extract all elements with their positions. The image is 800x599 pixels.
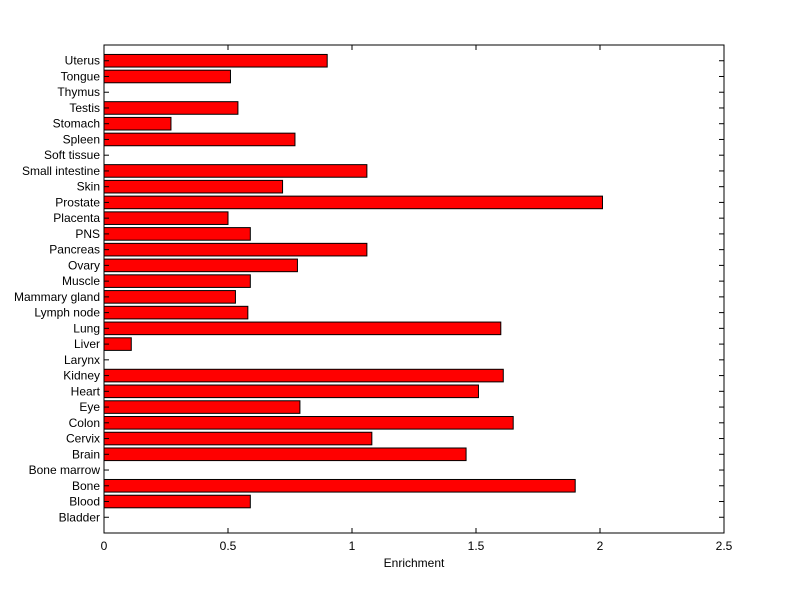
- y-tick-label-brain: Brain: [72, 447, 100, 461]
- y-tick-label-colon: Colon: [69, 416, 100, 430]
- bar-pns: [103, 227, 251, 241]
- y-tick-label-bone-marrow: Bone marrow: [29, 463, 101, 477]
- y-tick-label-uterus: Uterus: [65, 54, 100, 68]
- y-tick-label-placenta: Placenta: [53, 211, 100, 225]
- bar-prostate: [103, 195, 603, 210]
- y-tick-label-kidney: Kidney: [63, 369, 100, 383]
- bar-muscle: [103, 274, 251, 288]
- bar-pancreas: [103, 242, 368, 257]
- y-tick-label-ovary: Ovary: [68, 258, 100, 272]
- bar-testis: [103, 101, 239, 115]
- bar-eye: [103, 400, 301, 414]
- bar-placenta: [103, 211, 229, 225]
- bar-skin: [103, 179, 284, 194]
- bar-blood: [103, 494, 251, 509]
- bar-lung: [103, 321, 502, 336]
- y-tick-label-thymus: Thymus: [57, 85, 100, 99]
- y-tick-label-lung: Lung: [73, 321, 100, 335]
- y-tick-label-bladder: Bladder: [59, 510, 100, 524]
- ticks-layer: [103, 45, 725, 533]
- y-tick-label-stomach: Stomach: [53, 117, 100, 131]
- y-tick-label-heart: Heart: [71, 384, 101, 398]
- y-tick-label-bone: Bone: [72, 479, 100, 493]
- y-tick-label-spleen: Spleen: [63, 132, 100, 146]
- y-tick-label-small-intestine: Small intestine: [22, 164, 100, 178]
- bar-tongue: [103, 69, 231, 84]
- bar-heart: [103, 384, 479, 399]
- bar-uterus: [103, 53, 328, 68]
- y-tick-label-lymph-node: Lymph node: [34, 306, 100, 320]
- y-tick-label-muscle: Muscle: [62, 274, 100, 288]
- y-tick-label-testis: Testis: [69, 101, 100, 115]
- bar-lymph-node: [103, 305, 249, 320]
- y-tick-label-mammary-gland: Mammary gland: [14, 290, 100, 304]
- x-tick-label: 2.5: [716, 539, 733, 553]
- y-tick-label-prostate: Prostate: [55, 195, 100, 209]
- plot-area-frame: [103, 44, 725, 534]
- y-tick-label-skin: Skin: [77, 180, 100, 194]
- bar-kidney: [103, 368, 504, 383]
- x-tick-label: 1: [349, 539, 356, 553]
- y-tick-label-eye: Eye: [79, 400, 100, 414]
- y-tick-label-liver: Liver: [74, 337, 100, 351]
- bar-small-intestine: [103, 164, 368, 178]
- x-tick-label: 0: [101, 539, 108, 553]
- bar-stomach: [103, 116, 172, 131]
- bar-bone: [103, 478, 576, 493]
- x-axis-label: Enrichment: [384, 556, 445, 570]
- y-tick-label-tongue: Tongue: [61, 69, 101, 83]
- x-tick-label: 2: [597, 539, 604, 553]
- bar-cervix: [103, 431, 373, 446]
- bar-spleen: [103, 132, 296, 147]
- y-tick-label-cervix: Cervix: [66, 432, 100, 446]
- y-tick-label-larynx: Larynx: [64, 353, 100, 367]
- y-tick-label-blood: Blood: [69, 495, 100, 509]
- y-tick-label-soft-tissue: Soft tissue: [44, 148, 100, 162]
- bar-ovary: [103, 258, 298, 273]
- y-tick-label-pns: PNS: [75, 227, 100, 241]
- x-tick-label: 1.5: [468, 539, 485, 553]
- bar-colon: [103, 416, 514, 430]
- y-tick-label-pancreas: Pancreas: [49, 243, 100, 257]
- bar-mammary-gland: [103, 290, 236, 304]
- bar-brain: [103, 447, 467, 462]
- x-tick-label: 0.5: [220, 539, 237, 553]
